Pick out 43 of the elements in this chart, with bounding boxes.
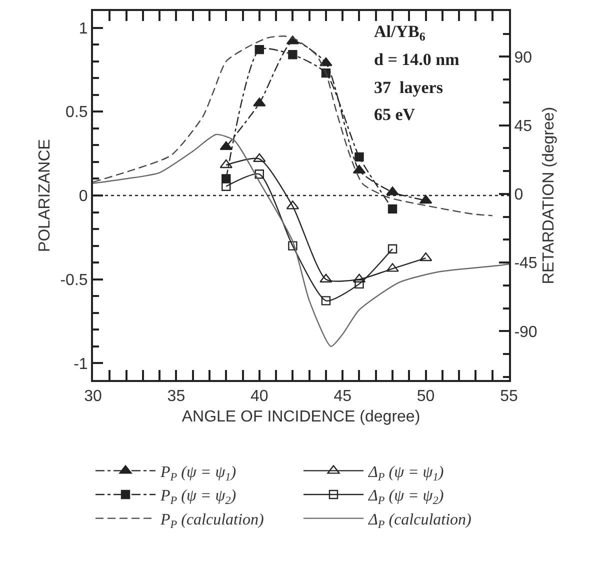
line-series bbox=[93, 134, 509, 348]
point bbox=[288, 241, 298, 250]
x-tick-label: 40 bbox=[250, 388, 268, 406]
point bbox=[222, 174, 231, 184]
point bbox=[254, 44, 264, 54]
y2-tick-label: 90 bbox=[514, 49, 532, 66]
point bbox=[254, 170, 264, 179]
y-tick-label: 0 bbox=[78, 188, 88, 206]
y2-axis-title: RETARDATION (degree) bbox=[540, 106, 558, 284]
point bbox=[419, 252, 432, 262]
y-tick-label: -0.5 bbox=[60, 272, 88, 289]
point bbox=[354, 152, 364, 162]
y2-tick-label: 0 bbox=[514, 186, 524, 204]
legend-label: P$_{P}$ (calculation) bbox=[160, 512, 264, 531]
x-axis-title: ANGLE OF INCIDENCE (degree) bbox=[182, 408, 420, 426]
point bbox=[220, 159, 232, 168]
legend-label: P$_{P}$ (ψ = ψ$_{1}$) bbox=[160, 464, 236, 484]
point bbox=[388, 204, 398, 214]
y-tick-label: 1 bbox=[78, 20, 88, 38]
legend-label: Δ$_{P}$ (ψ = ψ$_{1}$) bbox=[368, 464, 444, 484]
point bbox=[320, 57, 332, 66]
annotation: 65 eV bbox=[374, 105, 416, 124]
point bbox=[321, 296, 331, 306]
x-tick-label: 30 bbox=[84, 388, 102, 406]
x-tick-label: 35 bbox=[167, 388, 186, 406]
point bbox=[354, 279, 364, 289]
legend-label: Δ$_{P}$ (calculation) bbox=[368, 512, 472, 531]
x-tick-label: 50 bbox=[416, 388, 435, 406]
annotation: 37 layers bbox=[374, 78, 444, 97]
point bbox=[388, 244, 398, 254]
y-axis-title: POLARIZANCE bbox=[36, 139, 54, 252]
annotation: d = 14.0 nm bbox=[374, 50, 460, 69]
y-tick-label: -1 bbox=[74, 356, 88, 373]
y-tick-label: 0.5 bbox=[66, 104, 88, 122]
annotation: Al/YB$_{6}$ bbox=[374, 22, 426, 44]
y2-tick-label: -45 bbox=[514, 255, 538, 272]
y2-tick-label: 45 bbox=[514, 118, 532, 135]
point bbox=[288, 50, 298, 60]
point bbox=[222, 182, 231, 191]
y2-tick-label: -90 bbox=[514, 324, 538, 341]
x-tick-label: 55 bbox=[500, 388, 518, 406]
x-tick-label: 45 bbox=[334, 388, 352, 406]
point bbox=[419, 194, 432, 204]
